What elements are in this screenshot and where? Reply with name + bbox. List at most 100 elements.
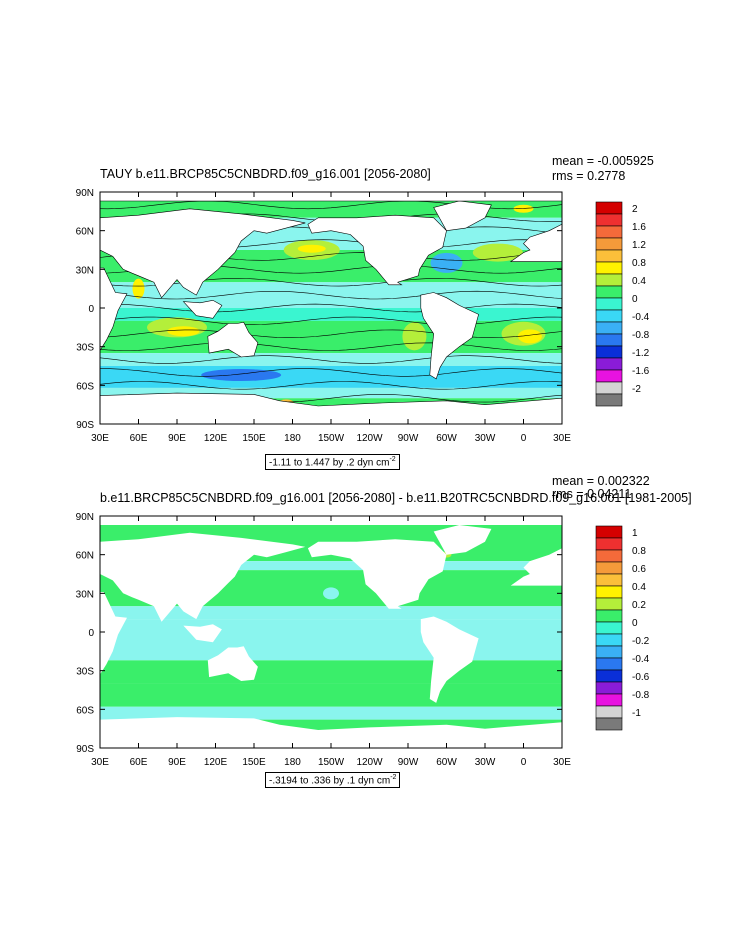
y-tick-label: 90S [76, 744, 94, 755]
mean-value: mean = -0.005925 [552, 154, 654, 168]
colorbar-swatch [595, 693, 623, 707]
colorbar-label: 2 [632, 204, 638, 215]
contour-line [100, 329, 562, 338]
y-tick-label: 30S [76, 667, 94, 678]
y-tick-label: 30N [76, 265, 94, 276]
colorbar-label: 0.8 [632, 546, 646, 557]
colorbar-swatch [595, 633, 623, 647]
contour-line [100, 368, 562, 377]
land-mask [100, 267, 128, 351]
land-mask [433, 525, 492, 555]
land-mask [207, 321, 259, 358]
contour-line [100, 355, 562, 364]
neg-anomaly [134, 634, 195, 655]
land-mask [420, 616, 479, 703]
contour-line [100, 381, 562, 390]
y-tick-label: 0 [88, 304, 94, 315]
panel-title: TAUY b.e11.BRCP85C5CNBDRD.f09_g16.001 [2… [100, 167, 431, 181]
colorbar-swatch [595, 525, 623, 539]
ocean-field [100, 516, 562, 748]
colorbar-swatch [595, 201, 623, 215]
colorbar-swatch [595, 549, 623, 563]
colorbar-label: -1.6 [632, 366, 650, 377]
panel-difference: b.e11.BRCP85C5CNBDRD.f09_g16.001 [2056-2… [0, 474, 733, 794]
range-note: -.3194 to .336 by .1 dyn cm-2 [265, 772, 401, 789]
colorbar-label: 1.2 [632, 240, 646, 251]
map-plot: 30E 60E 90E 120E 150E 180 150W 120W 90W 60W 30W 0 30… [76, 188, 650, 444]
colorbar-label: -0.2 [632, 636, 650, 647]
x-tick-label: 0 [521, 757, 527, 768]
colorbar-swatch [595, 717, 623, 731]
colorbar-swatch [595, 645, 623, 659]
x-tick-label: 60E [130, 433, 148, 444]
colorbar-label: -0.8 [632, 690, 650, 701]
colorbar-label: -1 [632, 708, 641, 719]
colorbar-label: -0.8 [632, 330, 650, 341]
x-tick-label: 150W [318, 433, 345, 444]
land-mask [307, 214, 447, 286]
pos-anomaly [132, 278, 145, 299]
land-mask [182, 299, 223, 319]
colorbar-swatch [595, 321, 623, 335]
colorbar-swatch [595, 309, 623, 323]
colorbar-swatch [595, 369, 623, 383]
colorbar-label: -0.4 [632, 654, 650, 665]
value-band [100, 282, 562, 308]
land-mask [100, 592, 127, 675]
x-tick-label: 150W [318, 757, 345, 768]
neg-anomaly [296, 626, 417, 651]
y-tick-label: 60N [76, 227, 94, 238]
colorbar-swatch [595, 585, 623, 599]
colorbar-swatch [595, 225, 623, 239]
colorbar-label: 0.4 [632, 582, 646, 593]
panel-tauy: TAUY b.e11.BRCP85C5CNBDRD.f09_g16.001 [2… [0, 150, 733, 471]
x-tick-label: 30E [553, 757, 571, 768]
ocean-field [100, 192, 562, 424]
contour-line [100, 290, 562, 300]
colorbar-label: 1.6 [632, 222, 646, 233]
land-mask [100, 717, 562, 748]
land-mask [510, 548, 562, 586]
x-tick-label: 120E [204, 433, 228, 444]
land-mask [100, 392, 562, 424]
x-tick-label: 30E [553, 433, 571, 444]
land-mask [183, 624, 222, 643]
x-tick-label: 90W [398, 757, 419, 768]
y-tick-label: 90N [76, 188, 94, 199]
land-mask [420, 292, 479, 380]
value-band [100, 561, 562, 571]
colorbar-label: 0.8 [632, 258, 646, 269]
value-band [100, 683, 562, 707]
pos-anomaly [297, 244, 326, 253]
rms-value: rms = 0.2778 [552, 169, 626, 183]
x-tick-label: 30W [475, 757, 496, 768]
y-tick-label: 90N [76, 512, 94, 523]
colorbar-swatch [595, 657, 623, 671]
x-tick-label: 60E [130, 757, 148, 768]
land-mask [100, 532, 306, 622]
colorbar-label: -2 [632, 384, 641, 395]
value-band [100, 606, 562, 620]
x-tick-label: 180 [284, 757, 301, 768]
colorbar-label: 0.6 [632, 564, 646, 575]
land-mask [100, 208, 306, 299]
colorbar-swatch [595, 273, 623, 287]
x-tick-label: 150E [242, 433, 266, 444]
colorbar-label: 1 [632, 528, 638, 539]
pos-anomaly [517, 329, 542, 344]
x-tick-label: 150E [242, 757, 266, 768]
contour-line [100, 316, 562, 326]
x-tick-label: 60W [436, 757, 457, 768]
colorbar-swatch [595, 597, 623, 611]
colorbar-swatch [595, 573, 623, 587]
land-mask [433, 200, 492, 232]
colorbar-swatch [595, 393, 623, 407]
colorbar-swatch [595, 333, 623, 347]
x-tick-label: 0 [521, 433, 527, 444]
x-tick-label: 30E [91, 757, 109, 768]
land-mask [207, 646, 258, 681]
range-note: -1.11 to 1.447 by .2 dyn cm-2 [265, 454, 400, 471]
neg-anomaly [201, 369, 282, 382]
x-tick-label: 180 [284, 433, 301, 444]
value-band [100, 387, 562, 399]
